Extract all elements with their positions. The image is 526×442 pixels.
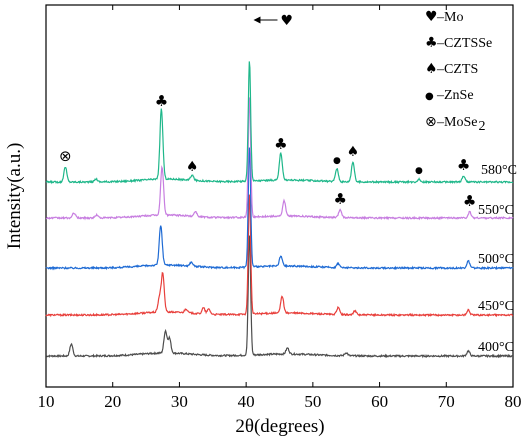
series-450°C: 450°C	[45, 194, 514, 318]
peak-marker: ♣	[155, 92, 168, 110]
series-label: 500°C	[478, 252, 514, 267]
peak-marker: ♣	[463, 192, 476, 210]
peak-marker: ⊗	[59, 147, 72, 165]
x-tick-label: 10	[38, 392, 55, 411]
peak-annotations: ⊗ ♣ ♠ ♣ ● ♠ ● ♣ ♣ ♣	[59, 92, 476, 210]
legend-symbol: ♠	[425, 61, 438, 77]
xrd-traces: 400°C 450°C 500°C 550°C 580°C	[45, 61, 517, 359]
series-580°C: 580°C	[45, 61, 517, 185]
series-line	[45, 97, 514, 221]
legend-entry: ♣ –CZTSSe	[425, 35, 492, 51]
x-tick-label: 80	[505, 392, 522, 411]
legend-label: –CZTS	[436, 62, 478, 77]
series-400°C: 400°C	[45, 235, 514, 359]
legend-symbol: ♣	[425, 35, 438, 51]
series-line	[45, 147, 514, 271]
x-tick-label: 40	[238, 392, 255, 411]
series-500°C: 500°C	[45, 147, 514, 271]
arrow-head	[253, 16, 261, 24]
legend-entry: ● –ZnSe	[425, 88, 474, 103]
legend-label: –Mo	[436, 10, 463, 25]
peak-marker: ♣	[274, 135, 287, 153]
legend-entry: ⊗ –MoSe 2	[425, 114, 485, 134]
series-550°C: 550°C	[45, 97, 514, 221]
x-axis-ticks: 10 20 30 40 50 60 70 80	[38, 5, 522, 411]
series-label: 400°C	[478, 340, 514, 355]
legend-label: –MoSe	[436, 115, 477, 130]
series-label: 550°C	[478, 203, 514, 218]
series-label: 450°C	[478, 299, 514, 314]
legend-symbol: ⊗	[425, 114, 437, 130]
x-axis-label: 2θ(degrees)	[235, 416, 324, 437]
series-line	[45, 61, 514, 185]
peak-marker: ♠	[347, 144, 360, 160]
legend-symbol: ♥	[425, 9, 438, 25]
x-tick-label: 70	[438, 392, 455, 411]
y-axis-label: Intensity(a.u.)	[4, 143, 25, 250]
legend-symbol: ●	[425, 91, 434, 102]
legend-label: –ZnSe	[436, 88, 474, 103]
peak-marker: ●	[415, 166, 423, 176]
peak-marker: ●	[333, 156, 341, 166]
legend-entry: ♥ –Mo	[425, 9, 463, 25]
series-line	[45, 235, 514, 359]
legend-entry: ♠ –CZTS	[425, 61, 478, 77]
series-label: 580°C	[481, 163, 517, 178]
legend-label: –CZTSSe	[436, 36, 492, 51]
peak-marker: ♣	[333, 190, 346, 208]
x-tick-label: 60	[371, 392, 388, 411]
series-line	[45, 194, 514, 318]
peak-marker: ♣	[457, 156, 470, 174]
legend-subscript: 2	[478, 119, 485, 134]
heart-icon: ♥	[280, 13, 293, 29]
plot-frame	[45, 4, 514, 388]
x-tick-label: 50	[304, 392, 321, 411]
x-tick-label: 30	[171, 392, 188, 411]
legend: ♥ –Mo ♣ –CZTSSe ♠ –CZTS ● –ZnSe ⊗ –MoSe 2	[425, 9, 492, 134]
x-tick-label: 20	[104, 392, 121, 411]
peak-marker: ♠	[186, 159, 199, 175]
mo-arrow-annotation: ♥	[253, 13, 293, 29]
